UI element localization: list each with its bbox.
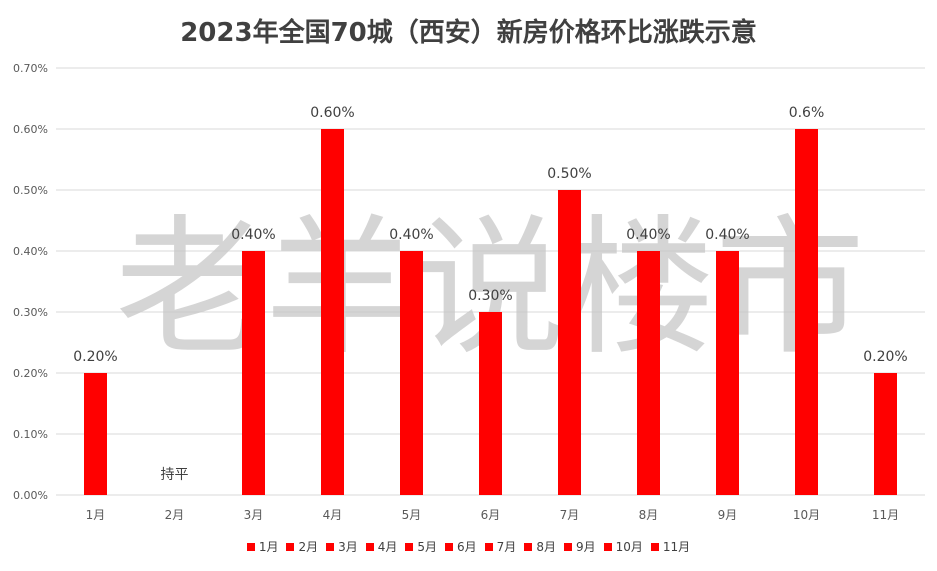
- legend-swatch: [326, 542, 335, 551]
- bar: [321, 129, 344, 495]
- legend-swatch: [405, 542, 414, 551]
- data-label: 0.20%: [863, 349, 907, 365]
- chart-legend: 1月 2月 3月 4月 5月 6月 7月 8月 9月 10月 11月: [0, 538, 937, 555]
- legend-item: 5月: [405, 538, 437, 555]
- bar: [84, 373, 107, 495]
- legend-item: 8月: [524, 538, 556, 555]
- legend-label: 10月: [615, 540, 643, 554]
- legend-swatch: [445, 542, 454, 551]
- bar: [242, 251, 265, 495]
- data-label: 0.40%: [389, 227, 433, 243]
- legend-swatch: [524, 542, 533, 551]
- bar: [479, 312, 502, 495]
- y-tick-label: 0.60%: [13, 123, 48, 136]
- legend-label: 7月: [496, 540, 517, 554]
- y-tick-label: 0.00%: [13, 489, 48, 502]
- legend-item: 7月: [484, 538, 517, 555]
- x-tick-label: 5月: [402, 508, 422, 522]
- x-tick-label: 4月: [323, 508, 343, 522]
- data-label: 0.50%: [547, 166, 591, 182]
- chart-title: 2023年全国70城（西安）新房价格环比涨跌示意: [180, 18, 757, 48]
- y-tick-label: 0.50%: [13, 184, 48, 197]
- x-tick-label: 8月: [639, 508, 659, 522]
- data-label: 0.30%: [468, 288, 512, 304]
- legend-label: 11月: [662, 540, 691, 554]
- bar: [400, 251, 423, 495]
- legend-label: 9月: [575, 540, 596, 554]
- legend-swatch: [650, 542, 659, 551]
- bar: [716, 251, 739, 495]
- data-label: 0.40%: [705, 227, 749, 243]
- legend-item: 6月: [445, 538, 477, 555]
- legend-label: 3月: [338, 540, 358, 554]
- data-label: 0.60%: [310, 105, 354, 121]
- legend-label: 6月: [457, 540, 477, 554]
- bar: [558, 190, 581, 495]
- x-tick-label: 3月: [244, 508, 264, 522]
- legend-item: 3月: [326, 538, 358, 555]
- bar: [637, 251, 660, 495]
- data-label: 持平: [161, 467, 189, 483]
- legend-item: 11月: [650, 538, 691, 555]
- y-tick-label: 0.30%: [13, 306, 48, 319]
- data-label: 0.40%: [626, 227, 670, 243]
- legend-swatch: [603, 542, 612, 551]
- bar: [795, 129, 818, 495]
- legend-label: 1月: [258, 540, 279, 554]
- data-label: 0.20%: [73, 349, 117, 365]
- x-tick-label: 10月: [793, 508, 820, 522]
- x-tick-label: 7月: [560, 508, 580, 522]
- legend-swatch: [286, 542, 295, 551]
- y-tick-label: 0.10%: [13, 428, 48, 441]
- x-tick-label: 2月: [165, 508, 185, 522]
- bar: [874, 373, 897, 495]
- x-tick-label: 9月: [718, 508, 738, 522]
- legend-item: 4月: [365, 538, 398, 555]
- x-tick-label: 11月: [872, 508, 899, 522]
- x-tick-label: 6月: [481, 508, 501, 522]
- legend-item: 9月: [563, 538, 596, 555]
- x-tick-label: 1月: [86, 508, 106, 522]
- legend-label: 2月: [298, 540, 319, 554]
- legend-swatch: [246, 542, 255, 551]
- legend-label: 8月: [536, 540, 556, 554]
- data-label: 0.6%: [789, 105, 825, 121]
- y-tick-label: 0.40%: [13, 245, 48, 258]
- legend-label: 4月: [377, 540, 398, 554]
- legend-swatch: [563, 542, 572, 551]
- y-tick-label: 0.70%: [13, 62, 48, 75]
- data-label: 0.40%: [231, 227, 275, 243]
- y-tick-label: 0.20%: [13, 367, 48, 380]
- legend-item: 10月: [603, 538, 643, 555]
- legend-swatch: [484, 542, 493, 551]
- legend-item: 2月: [286, 538, 318, 555]
- legend-label: 5月: [417, 540, 438, 554]
- legend-item: 1月: [246, 538, 279, 555]
- legend-swatch: [365, 542, 374, 551]
